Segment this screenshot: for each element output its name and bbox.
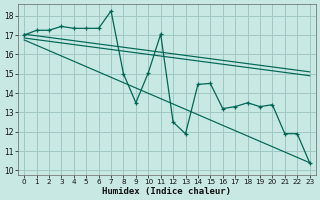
X-axis label: Humidex (Indice chaleur): Humidex (Indice chaleur) [102, 187, 231, 196]
